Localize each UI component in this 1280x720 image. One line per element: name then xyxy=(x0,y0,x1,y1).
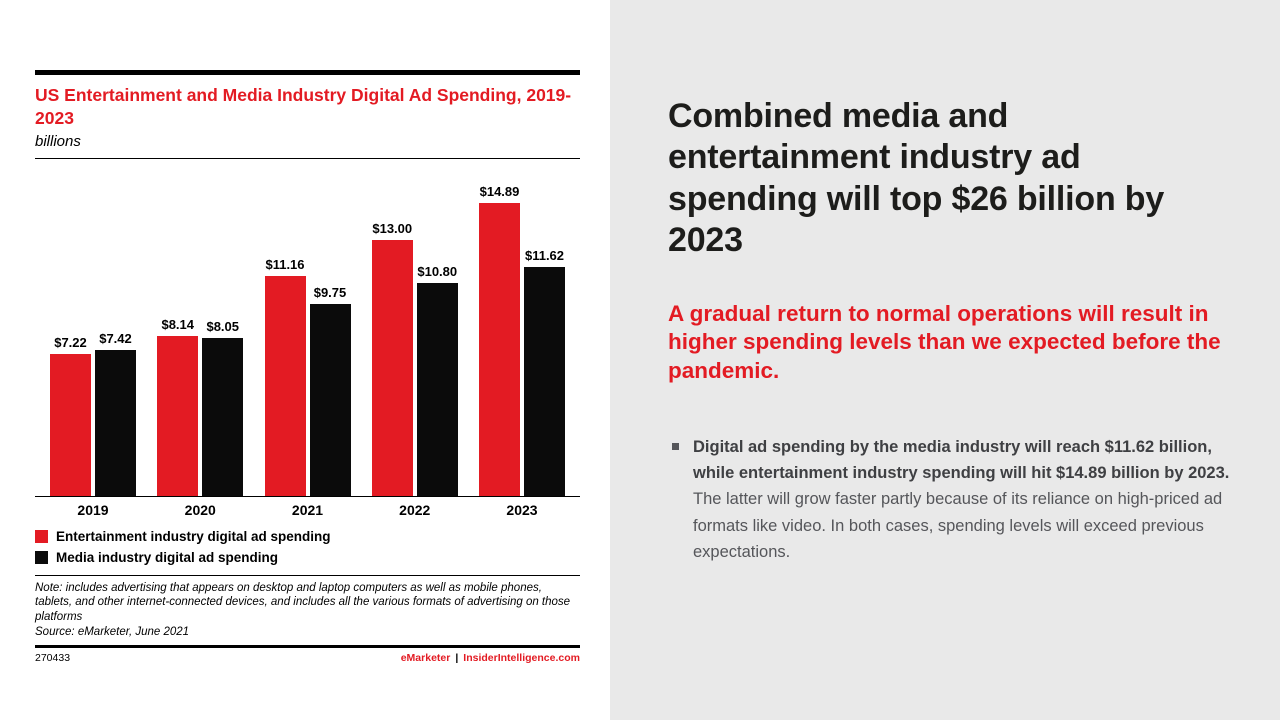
chart-header-rule xyxy=(35,157,580,159)
x-axis-label-2020: 2020 xyxy=(184,501,216,518)
bar-group-2021: $11.16 $9.75 xyxy=(264,257,351,496)
legend-item-media: Media industry digital ad spending xyxy=(35,550,580,565)
note-divider-rule xyxy=(35,574,580,576)
x-axis-label-2021: 2021 xyxy=(291,501,324,518)
bar-value-label: $10.80 xyxy=(417,263,458,279)
legend-swatch-icon xyxy=(35,550,48,564)
bar-entertainment-2021: $11.16 xyxy=(264,257,306,496)
bar-value-label: $7.22 xyxy=(54,334,87,350)
bar-value-label: $8.14 xyxy=(161,316,195,332)
bar-group-2020: $8.14 $8.05 xyxy=(157,317,244,496)
bar-value-label: $7.42 xyxy=(99,330,132,346)
bullet-item: Digital ad spending by the media industr… xyxy=(668,434,1230,566)
bar-media-2019: $7.42 xyxy=(95,331,136,496)
chart-card: US Entertainment and Media Industry Digi… xyxy=(35,70,580,664)
chart-subtitle: billions xyxy=(35,132,81,150)
chart-top-rule xyxy=(35,70,580,75)
legend-label: Media industry digital ad spending xyxy=(56,549,279,565)
bar-entertainment-2020: $8.14 xyxy=(157,317,199,496)
bar-value-label: $9.75 xyxy=(313,284,347,300)
bar-value-label: $11.16 xyxy=(265,256,305,272)
brand-separator: | xyxy=(455,652,459,665)
chart-source: Source: eMarketer, June 2021 xyxy=(35,626,190,639)
bar-group-2023: $14.89 $11.62 xyxy=(479,184,565,496)
bullet-regular-text: The latter will grow faster partly becau… xyxy=(693,490,1223,562)
legend-item-entertainment: Entertainment industry digital ad spendi… xyxy=(35,529,580,544)
bar-media-2020: $8.05 xyxy=(202,319,244,496)
bar-media-2023: $11.62 xyxy=(524,248,565,496)
chart-legend: Entertainment industry digital ad spendi… xyxy=(35,529,580,575)
bar-entertainment-2022: $13.00 xyxy=(371,221,413,496)
insider-intelligence-link[interactable]: InsiderIntelligence.com xyxy=(463,652,580,665)
legend-swatch-icon xyxy=(35,529,48,543)
subhead: A gradual return to normal operations wi… xyxy=(668,300,1221,383)
chart-title: US Entertainment and Media Industry Digi… xyxy=(35,85,572,128)
x-axis-label-2019: 2019 xyxy=(77,501,109,518)
bar-value-label: $8.05 xyxy=(206,318,240,334)
x-axis-label-2023: 2023 xyxy=(506,501,538,518)
headline: Combined media and entertainment industr… xyxy=(668,97,1165,260)
bar-group-2022: $13.00 $10.80 xyxy=(371,221,458,496)
bar-value-label: $11.62 xyxy=(524,247,565,263)
chart-panel: US Entertainment and Media Industry Digi… xyxy=(0,0,610,720)
brand-line: eMarketer | InsiderIntelligence.com xyxy=(401,652,580,664)
x-axis-labels: 2019 2020 2021 2022 2023 xyxy=(35,497,580,518)
bar-entertainment-2023: $14.89 xyxy=(479,184,520,496)
bar-entertainment-2019: $7.22 xyxy=(50,335,91,496)
chart-footer-rule xyxy=(35,645,580,649)
bullet-square-icon xyxy=(672,442,679,450)
x-axis-label-2022: 2022 xyxy=(399,501,431,518)
bullet-text: Digital ad spending by the media industr… xyxy=(693,434,1230,566)
emarketer-brand: eMarketer xyxy=(400,652,451,665)
bar-media-2021: $9.75 xyxy=(309,285,351,496)
chart-note: Note: includes advertising that appears … xyxy=(35,581,571,624)
legend-label: Entertainment industry digital ad spendi… xyxy=(56,528,331,544)
bar-value-label: $14.89 xyxy=(479,183,520,199)
chart-footer: 270433 eMarketer | InsiderIntelligence.com xyxy=(35,652,580,664)
bar-chart-plot: $7.22 $7.42 $8.14 $8.05 $11.16 $9.75 $13.00 $10… xyxy=(35,159,580,497)
bar-value-label: $13.00 xyxy=(372,220,413,236)
text-panel: Combined media and entertainment industr… xyxy=(610,0,1280,720)
bar-group-2019: $7.22 $7.42 xyxy=(50,331,136,496)
bar-media-2022: $10.80 xyxy=(416,264,458,496)
chart-id: 270433 xyxy=(35,652,71,665)
bullet-bold-text: Digital ad spending by the media industr… xyxy=(693,437,1230,482)
